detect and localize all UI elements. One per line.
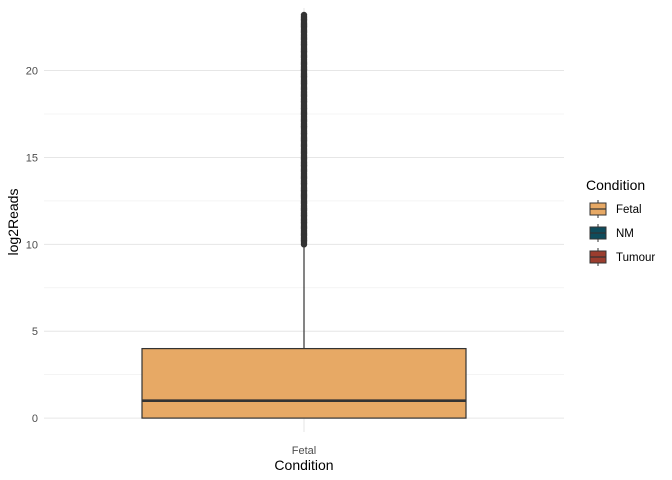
y-tick-label: 5 [32, 326, 38, 338]
y-axis-title: log2Reads [5, 189, 21, 256]
legend-item-tumour: Tumour [589, 248, 655, 266]
x-axis-title: Condition [274, 457, 333, 473]
x-tick-label: Fetal [292, 445, 316, 457]
legend-item-nm: NM [589, 224, 634, 242]
box-body [141, 347, 467, 419]
outlier-point [300, 11, 308, 19]
legend-title: Condition [586, 177, 645, 193]
boxes [141, 11, 467, 419]
y-tick-label: 0 [32, 413, 38, 425]
legend-label: Fetal [616, 204, 642, 216]
y-tick-label: 20 [26, 66, 38, 78]
legend-label: NM [616, 228, 634, 240]
legend: Condition Fetal NM Tumour [586, 177, 655, 266]
x-axis-ticks: Fetal [292, 445, 316, 457]
y-tick-label: 15 [26, 152, 38, 164]
legend-label: Tumour [616, 252, 655, 264]
legend-item-fetal: Fetal [589, 200, 642, 218]
y-axis-ticks: 0 5 10 15 20 [26, 66, 38, 426]
y-tick-label: 10 [26, 239, 38, 251]
